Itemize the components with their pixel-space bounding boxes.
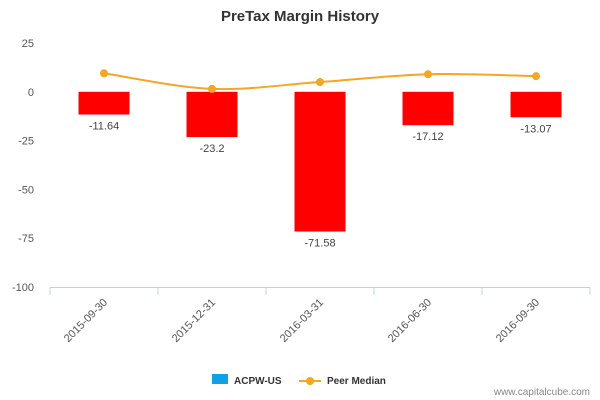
- legend-peer-marker: [306, 377, 314, 385]
- bar[interactable]: [78, 91, 130, 115]
- peer-median-series: [100, 69, 540, 93]
- peer-median-point[interactable]: [532, 72, 540, 81]
- x-tick-label: 2016-06-30: [386, 297, 434, 345]
- x-axis: 2015-09-30 2015-12-31 2016-03-31 2016-06-30…: [49, 287, 591, 345]
- chart-title: PreTax Margin History: [221, 8, 380, 25]
- x-tick-label: 2015-12-31: [170, 297, 218, 345]
- bar[interactable]: [402, 91, 454, 126]
- peer-median-point[interactable]: [424, 70, 432, 79]
- bar[interactable]: [294, 91, 346, 232]
- peer-median-point[interactable]: [100, 69, 108, 78]
- x-tick-label: 2016-03-31: [278, 297, 326, 345]
- x-tick-label: 2015-09-30: [62, 297, 110, 345]
- y-tick-label: 25: [22, 38, 34, 50]
- bar-data-label: -13.07: [520, 123, 551, 135]
- data-labels: -11.64 -23.2 -71.58 -17.12 -13.07: [89, 121, 552, 250]
- y-tick-label: -50: [18, 184, 34, 196]
- y-tick-label: -25: [18, 136, 34, 148]
- legend-acpw-swatch: [212, 374, 228, 384]
- x-tick-label: 2016-09-30: [494, 297, 542, 345]
- bar-data-label: -17.12: [412, 131, 443, 143]
- legend-acpw-label[interactable]: ACPW-US: [234, 376, 282, 387]
- bar-series: [78, 91, 562, 232]
- y-tick-label: -75: [18, 233, 34, 245]
- bar[interactable]: [510, 91, 562, 118]
- y-tick-label: 0: [28, 87, 34, 99]
- peer-median-point[interactable]: [208, 84, 216, 93]
- y-axis-ticks: 25 0 -25 -50 -75 -100: [12, 38, 34, 294]
- legend-peer-label[interactable]: Peer Median: [327, 376, 386, 387]
- bar[interactable]: [186, 91, 238, 138]
- bar-data-label: -23.2: [199, 143, 224, 155]
- bar-data-label: -71.58: [304, 238, 335, 250]
- credit-text: www.capitalcube.com: [493, 387, 590, 398]
- peer-median-point[interactable]: [316, 78, 324, 87]
- bar-data-label: -11.64: [89, 121, 119, 133]
- y-tick-label: -100: [12, 282, 34, 294]
- legend: ACPW-US Peer Median: [212, 374, 386, 387]
